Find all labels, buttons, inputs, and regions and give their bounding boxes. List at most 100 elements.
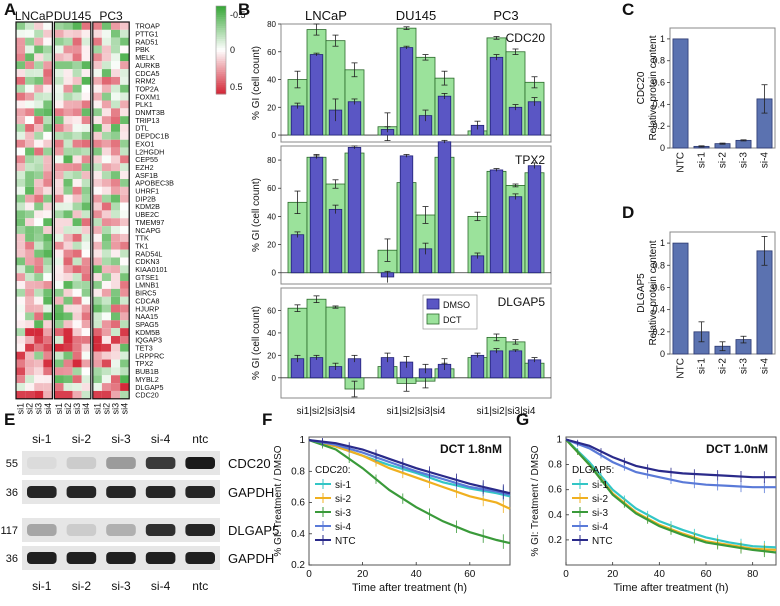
heatmap-gene-label: AURKB <box>135 61 160 70</box>
colorbar-segment <box>216 58 226 62</box>
heatmap-cell <box>92 265 102 274</box>
heatmap-cell <box>43 163 53 172</box>
heatmap-cell <box>81 155 91 164</box>
blot-band <box>27 552 57 564</box>
heatmap-cell <box>16 116 26 125</box>
heatmap-si-label: si2 <box>101 403 111 415</box>
heatmap-cell <box>101 304 111 313</box>
heatmap-cell <box>25 92 35 101</box>
heatmap-cell <box>101 69 111 77</box>
colorbar-tick-label: 0.5 <box>230 82 243 92</box>
heatmap-cell <box>16 69 26 77</box>
heatmap-cell <box>43 147 53 156</box>
y-tick-label: 1 <box>556 435 562 446</box>
heatmap-cell <box>92 186 102 195</box>
heatmap-cell <box>72 29 82 38</box>
heatmap-cell <box>101 226 111 234</box>
heatmap-cell <box>72 257 82 266</box>
heatmap-gene-label: RRM2 <box>135 77 155 86</box>
colorbar-segment <box>216 28 226 31</box>
heatmap-cell <box>101 218 111 227</box>
heatmap-cell <box>72 53 82 62</box>
heatmap-cell <box>101 53 111 62</box>
heatmap-cell <box>111 69 121 77</box>
heatmap-cell <box>63 218 73 227</box>
heatmap-cell <box>16 296 26 305</box>
blot-band <box>106 457 136 469</box>
blot-band <box>66 524 97 536</box>
heatmap-cell <box>63 53 73 62</box>
blot-band <box>145 552 176 564</box>
heatmap-cell <box>120 61 130 70</box>
y-tick-label: 0.6 <box>291 498 305 509</box>
heatmap-cell <box>54 226 64 234</box>
molecular-weight-label: 36 <box>6 487 18 499</box>
heatmap-cell <box>81 328 91 336</box>
heatmap-cell <box>81 202 91 211</box>
y-tick-label: 80 <box>267 156 276 165</box>
heatmap-cell <box>54 383 64 391</box>
heatmap-cell <box>92 100 102 109</box>
x-tick-label: si-2 <box>718 152 729 169</box>
heatmap-cell <box>101 241 111 250</box>
heatmap-cell <box>72 288 82 297</box>
legend-label: si-2 <box>592 494 609 505</box>
heatmap-cell <box>101 37 111 46</box>
heatmap-cell <box>54 328 64 336</box>
blot-band <box>185 457 215 469</box>
heatmap-cell <box>81 124 91 132</box>
molecular-weight-label: 55 <box>6 458 18 470</box>
y-tick-label: 40 <box>267 329 276 338</box>
heatmap-gene-label: TK1 <box>135 241 148 250</box>
heatmap-cell <box>54 76 64 85</box>
x-tick-label: 60 <box>700 569 712 580</box>
y-tick-label: 0 <box>272 131 277 140</box>
heatmap-cell <box>54 179 64 187</box>
y-tick-label: 0.2 <box>291 560 305 571</box>
heatmap-cell <box>72 45 82 54</box>
heatmap-cell <box>25 210 35 219</box>
heatmap-cell <box>101 139 111 148</box>
protein-name-label: DLGAP5 <box>636 273 647 313</box>
heatmap-cell <box>43 100 53 109</box>
heatmap-cell <box>101 273 111 282</box>
heatmap-cell <box>34 288 44 297</box>
heatmap-cell <box>111 100 121 109</box>
legend-label: si-4 <box>592 522 609 533</box>
heatmap-cell <box>120 37 130 46</box>
heatmap-cell <box>54 163 64 172</box>
heatmap-cell <box>16 163 26 172</box>
heatmap-cell <box>120 226 130 234</box>
heatmap-cell <box>34 367 44 376</box>
heatmap-gene-label: KDM2B <box>135 202 160 211</box>
heatmap-cell <box>92 108 102 117</box>
blot-row-label: CDC20 <box>228 456 271 471</box>
heatmap-cell <box>16 249 26 258</box>
colorbar-segment <box>216 17 226 20</box>
heatmap-cell <box>111 29 121 38</box>
heatmap-cell <box>63 147 73 156</box>
heatmap-cell <box>92 383 102 391</box>
heatmap-cell <box>63 390 73 399</box>
bar-dmso <box>470 354 485 379</box>
colorbar-segment <box>216 83 226 86</box>
heatmap-cell <box>120 131 130 140</box>
heatmap-cell <box>43 76 53 85</box>
heatmap-cell <box>34 343 44 352</box>
heatmap-cell <box>34 100 44 109</box>
colorbar-segment <box>216 21 226 25</box>
heatmap-cell <box>63 179 73 187</box>
heatmap-cell <box>81 367 91 376</box>
heatmap-gene-label: KDM5B <box>135 328 160 337</box>
heatmap-cell <box>101 343 111 352</box>
heatmap-cell <box>43 304 53 313</box>
group-title: PC3 <box>493 8 518 23</box>
heatmap-cell <box>34 218 44 227</box>
heatmap-cell <box>101 147 111 156</box>
heatmap-gene-label: MELK <box>135 53 155 62</box>
lane-label-top: ntc <box>192 432 208 446</box>
heatmap-cell <box>81 281 91 289</box>
heatmap-cell <box>54 241 64 250</box>
heatmap-cell <box>43 186 53 195</box>
heatmap-cell <box>54 69 64 77</box>
